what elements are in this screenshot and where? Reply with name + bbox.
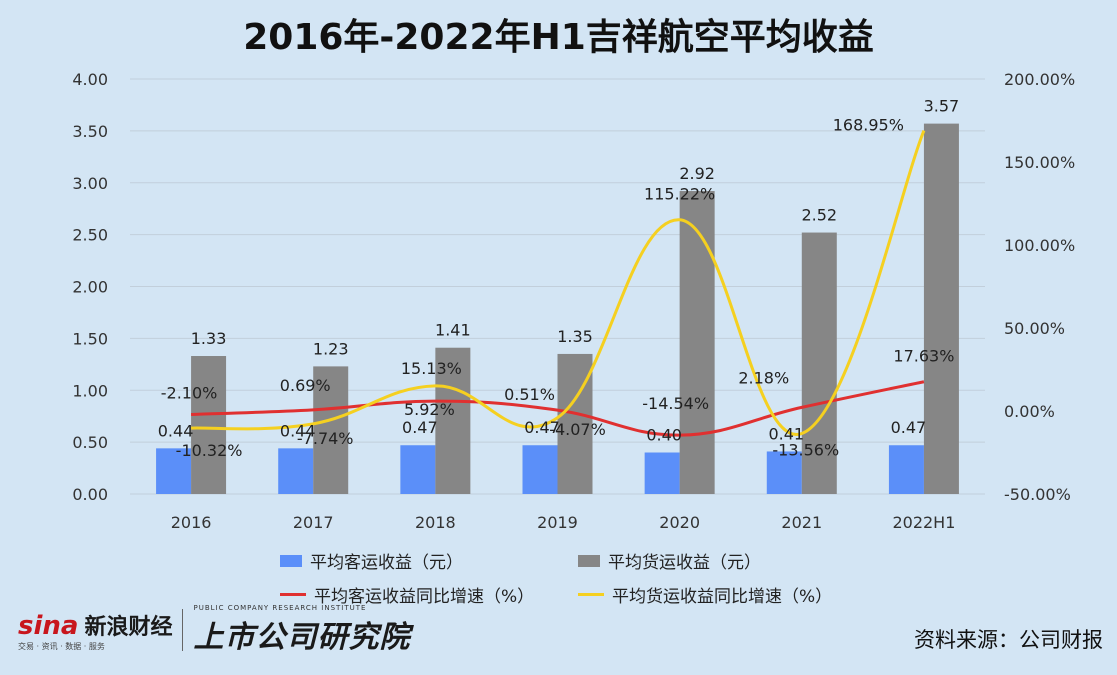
legend-item-passenger: 平均客运收益（元） — [280, 548, 463, 573]
bar-passenger — [644, 452, 680, 494]
y2-tick-label: 150.00% — [1004, 153, 1075, 172]
data-label-cargo: 1.33 — [191, 329, 227, 348]
data-label-cargo-growth: 115.22% — [644, 185, 715, 204]
x-tick-label: 2020 — [659, 513, 700, 532]
y2-tick-label: 100.00% — [1004, 236, 1075, 255]
legend-item-cargo: 平均货运收益（元） — [578, 548, 761, 573]
data-label-cargo-growth: -13.56% — [772, 441, 839, 460]
legend-swatch-passenger — [280, 554, 302, 567]
y-tick-label: 3.00 — [72, 174, 108, 193]
legend-swatch-passenger-growth — [280, 593, 306, 596]
x-tick-label: 2018 — [415, 513, 456, 532]
data-label-cargo-growth: -7.74% — [297, 429, 354, 448]
bar-passenger — [766, 451, 802, 494]
data-label-passenger: 0.47 — [891, 418, 927, 437]
data-label-passenger-growth: 5.92% — [404, 400, 455, 419]
y-tick-label: 0.50 — [72, 433, 108, 452]
data-label-passenger: 0.47 — [402, 418, 438, 437]
bar-passenger — [888, 445, 924, 494]
y-tick-label: 2.00 — [72, 278, 108, 297]
bar-cargo — [923, 123, 959, 495]
sina-tagline: 交易 · 资讯 · 数据 · 服务 — [18, 641, 105, 651]
bar-cargo — [801, 232, 837, 495]
y2-tick-label: 50.00% — [1004, 319, 1065, 338]
bar-cargo — [679, 191, 715, 495]
institute-logo: PUBLIC COMPANY RESEARCH INSTITUTE 上市公司研究… — [193, 604, 410, 656]
sina-wordmark: sina — [18, 610, 79, 641]
bar-passenger — [156, 448, 192, 494]
data-label-passenger-growth: 17.63% — [893, 347, 954, 366]
data-label-passenger-growth: 2.18% — [738, 368, 789, 387]
data-label-passenger: 0.41 — [768, 424, 804, 443]
data-label-passenger: 0.44 — [280, 421, 316, 440]
bar-cargo — [313, 366, 349, 494]
y-tick-label: 0.00 — [72, 485, 108, 504]
bar-passenger — [400, 445, 436, 494]
legend-swatch-cargo — [578, 554, 600, 567]
y2-tick-label: -50.00% — [1004, 485, 1071, 504]
bar-passenger — [278, 448, 314, 494]
institute-cn-name: 上市公司研究院 — [193, 620, 411, 655]
x-tick-label: 2016 — [171, 513, 212, 532]
x-tick-label: 2022H1 — [892, 513, 955, 532]
data-label-passenger: 0.47 — [524, 418, 560, 437]
data-label-cargo: 1.41 — [435, 321, 471, 340]
legend-item-cargo-growth: 平均货运收益同比增速（%） — [578, 582, 832, 607]
y-tick-label: 4.00 — [72, 70, 108, 89]
y2-tick-label: 0.00% — [1004, 402, 1055, 421]
bar-cargo — [191, 356, 227, 494]
chart-title: 2016年-2022年H1吉祥航空平均收益 — [243, 17, 874, 58]
legend-label-cargo: 平均货运收益（元） — [608, 553, 761, 573]
data-label-cargo: 1.35 — [557, 327, 593, 346]
x-tick-label: 2017 — [293, 513, 334, 532]
data-label-passenger-growth: -2.10% — [161, 383, 218, 402]
y-tick-label: 2.50 — [72, 226, 108, 245]
line-cargo-growth — [191, 129, 926, 436]
y-tick-label: 1.50 — [72, 329, 108, 348]
logo-divider — [182, 609, 184, 651]
data-label-cargo-growth: 168.95% — [833, 116, 904, 135]
y-tick-label: 3.50 — [72, 122, 108, 141]
x-tick-label: 2021 — [781, 513, 822, 532]
data-label-passenger-growth: -14.54% — [642, 394, 709, 413]
data-label-cargo: 1.23 — [313, 339, 349, 358]
legend-item-passenger-growth: 平均客运收益同比增速（%） — [280, 582, 534, 607]
data-label-cargo-growth: 15.13% — [401, 359, 462, 378]
data-label-cargo: 2.52 — [801, 206, 837, 225]
legend-swatch-cargo-growth — [578, 593, 604, 596]
brand-logo: sina 新浪财经 交易 · 资讯 · 数据 · 服务 PUBLIC COMPA… — [18, 604, 410, 656]
legend-label-passenger: 平均客运收益（元） — [310, 553, 463, 573]
data-label-cargo: 3.57 — [924, 97, 960, 116]
data-label-cargo-growth: -4.07% — [549, 420, 606, 439]
bar-cargo — [435, 347, 471, 494]
legend-label-cargo-growth: 平均货运收益同比增速（%） — [612, 587, 833, 607]
y-tick-label: 1.00 — [72, 381, 108, 400]
legend-label-passenger-growth: 平均客运收益同比增速（%） — [314, 587, 535, 607]
x-tick-label: 2019 — [537, 513, 578, 532]
data-label-passenger-growth: 0.69% — [280, 376, 331, 395]
data-label-passenger-growth: 0.51% — [504, 385, 555, 404]
institute-en-name: PUBLIC COMPANY RESEARCH INSTITUTE — [193, 604, 367, 612]
data-label-cargo: 2.92 — [679, 164, 715, 183]
data-label-passenger: 0.44 — [158, 421, 194, 440]
line-passenger-growth — [191, 380, 925, 437]
data-label-passenger: 0.40 — [646, 426, 682, 445]
sina-logo: sina 新浪财经 交易 · 资讯 · 数据 · 服务 — [18, 609, 172, 652]
y2-tick-label: 200.00% — [1004, 70, 1075, 89]
sina-cn-name: 新浪财经 — [84, 614, 173, 640]
data-label-cargo-growth: -10.32% — [176, 441, 243, 460]
source-note: 资料来源：公司财报 — [914, 628, 1103, 652]
bar-passenger — [522, 445, 558, 494]
